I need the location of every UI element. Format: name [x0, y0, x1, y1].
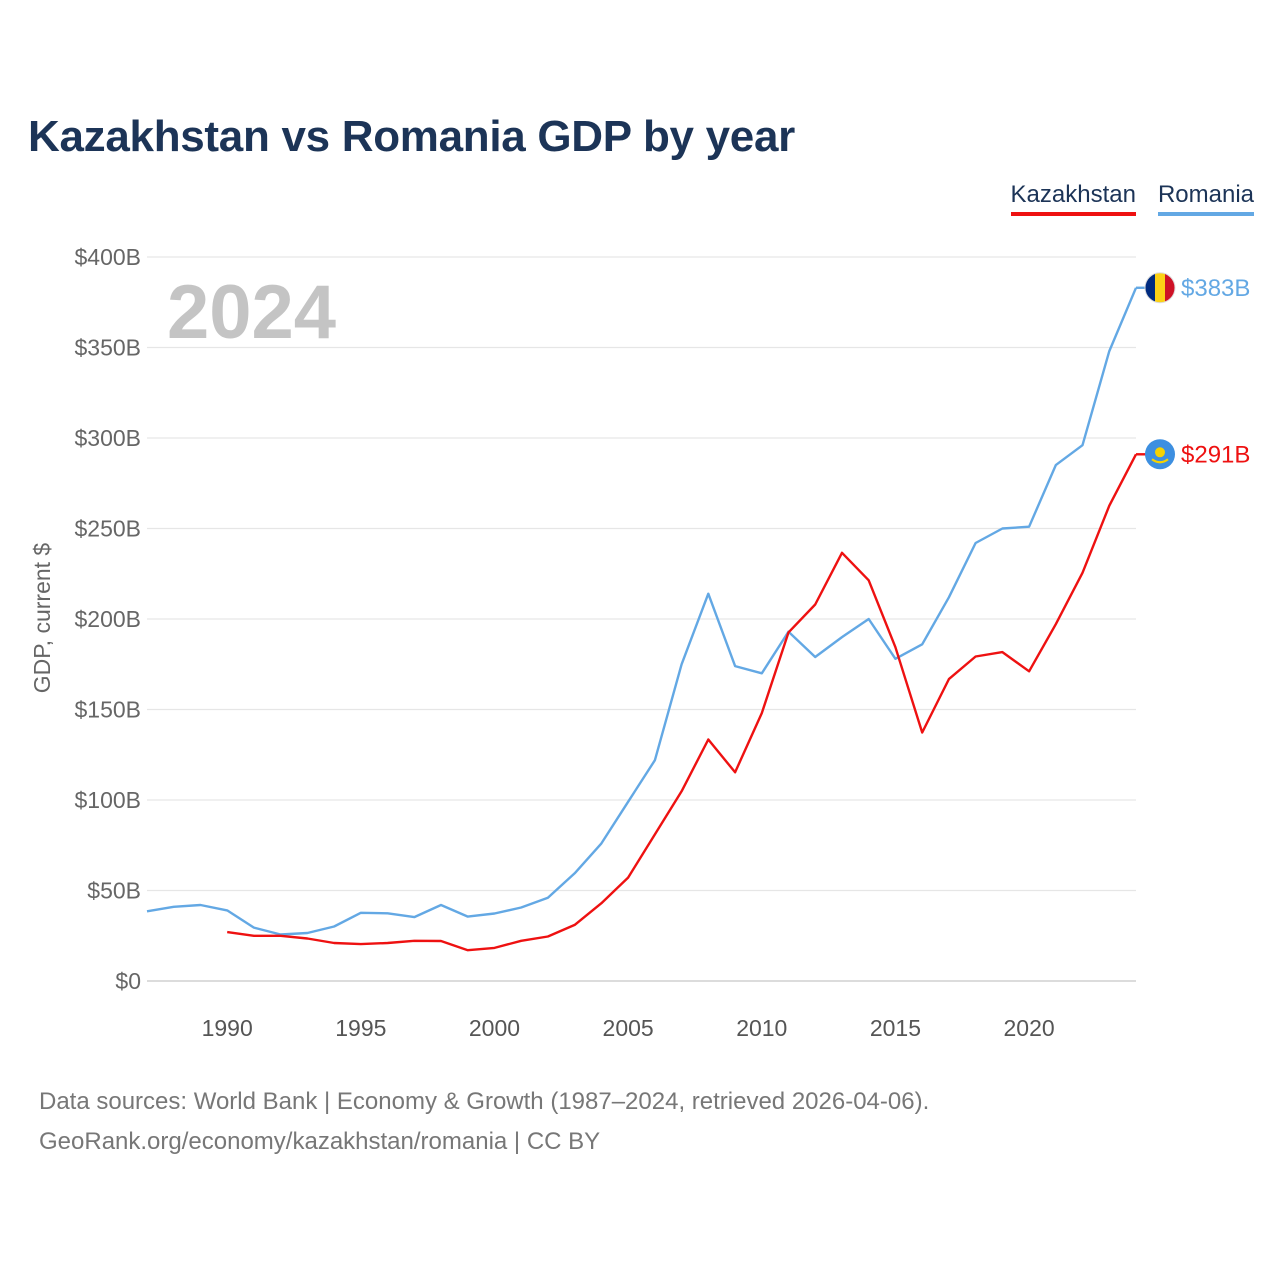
y-tick-label: $150B — [74, 697, 141, 723]
end-value-label-romania: $383B — [1181, 275, 1250, 302]
x-tick-label: 1995 — [335, 1015, 386, 1041]
x-tick-label: 2010 — [736, 1015, 787, 1041]
x-tick-label: 2005 — [603, 1015, 654, 1041]
kazakhstan-flag-icon — [1145, 439, 1175, 470]
y-tick-label: $0 — [115, 968, 141, 994]
x-tick-label: 1990 — [202, 1015, 253, 1041]
chart-title: Kazakhstan vs Romania GDP by year — [28, 112, 795, 161]
end-value-label-kazakhstan: $291B — [1181, 441, 1250, 468]
y-tick-label: $350B — [74, 335, 141, 361]
y-tick-label: $250B — [74, 516, 141, 542]
footer-sources: Data sources: World Bank | Economy & Gro… — [39, 1088, 930, 1115]
line-chart: 2024 $0 $50B $100B $150B $200B $250B $300B $350… — [29, 244, 1250, 1041]
romania-flag-icon — [1144, 272, 1176, 304]
x-tick-label: 2020 — [1003, 1015, 1054, 1041]
y-tick-label: $300B — [74, 425, 141, 451]
y-tick-label: $200B — [74, 606, 141, 632]
series-line-romania — [146, 287, 1138, 936]
legend-item-romania[interactable]: Romania — [1157, 181, 1254, 216]
y-tick-label: $400B — [74, 244, 141, 270]
y-tick-label: $100B — [74, 787, 141, 813]
x-tick-label: 2000 — [469, 1015, 520, 1041]
x-tick-label: 2015 — [870, 1015, 921, 1041]
year-watermark: 2024 — [167, 270, 336, 355]
footer-link[interactable]: GeoRank.org/economy/kazakhstan/romania |… — [39, 1128, 601, 1155]
legend-item-kazakhstan[interactable]: Kazakhstan — [1010, 181, 1136, 216]
legend: Kazakhstan Romania — [1010, 181, 1254, 216]
series-line-kazakhstan — [227, 453, 1138, 952]
y-axis-title: GDP, current $ — [29, 543, 55, 694]
footer: Data sources: World Bank | Economy & Gro… — [39, 1082, 929, 1162]
y-tick-label: $50B — [87, 878, 141, 904]
